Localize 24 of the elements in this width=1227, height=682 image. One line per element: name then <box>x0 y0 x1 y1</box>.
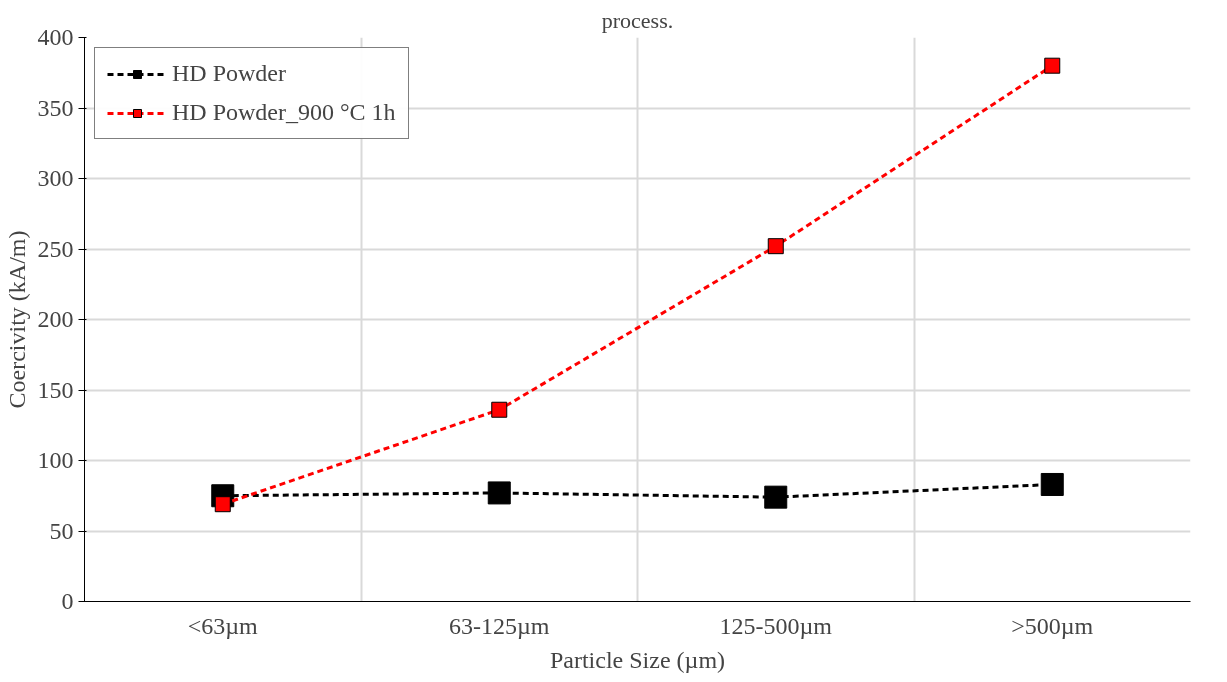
y-tick-label: 200 <box>37 306 74 332</box>
x-tick-label: >500µm <box>1011 612 1094 639</box>
legend-label: HD Powder_900 °C 1h <box>172 99 396 126</box>
point <box>491 401 508 418</box>
chart-title: process. <box>601 7 674 33</box>
x-tick-label: 63-125µm <box>449 612 550 639</box>
x-tick-label: 125-500µm <box>719 612 833 639</box>
y-tick-label: 100 <box>37 447 74 473</box>
point <box>764 485 788 509</box>
y-tick-label: 300 <box>37 165 74 191</box>
y-tick-label: 400 <box>37 24 74 50</box>
y-axis-title: Coercivity (kA/m) <box>3 230 30 409</box>
y-tick-label: 250 <box>37 235 74 262</box>
x-tick-label: <63µm <box>187 612 259 639</box>
point <box>1044 57 1061 74</box>
point <box>1040 472 1064 496</box>
point <box>487 481 511 505</box>
point <box>767 238 784 255</box>
x-axis-title: Particle Size (µm) <box>549 646 726 673</box>
y-tick-label: 50 <box>49 517 74 544</box>
y-tick-label: 150 <box>37 376 74 403</box>
y-tick-label: 0 <box>61 588 74 614</box>
y-tick-label: 350 <box>37 94 74 121</box>
legend-label: HD Powder <box>172 60 286 87</box>
